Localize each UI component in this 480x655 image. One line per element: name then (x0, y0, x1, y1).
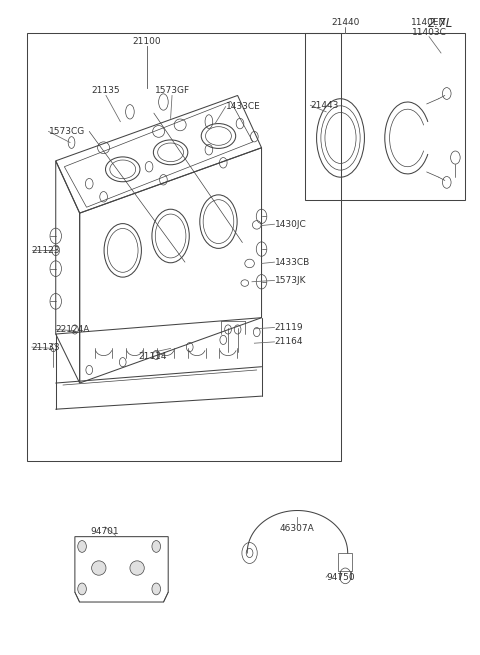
Bar (338, 553, 352, 571)
Text: 21114: 21114 (139, 352, 167, 362)
Ellipse shape (92, 561, 106, 575)
Text: 2.7L: 2.7L (428, 17, 454, 30)
Text: 21443: 21443 (311, 101, 339, 110)
Bar (27, 33, 340, 462)
Text: 1430JC: 1430JC (275, 219, 306, 229)
Text: 94701: 94701 (91, 527, 120, 536)
Circle shape (78, 540, 86, 552)
Bar (305, 33, 465, 200)
Ellipse shape (130, 561, 144, 575)
Text: 1573JK: 1573JK (275, 276, 306, 285)
Text: 1573CG: 1573CG (48, 127, 85, 136)
Circle shape (152, 540, 160, 552)
Text: 22124A: 22124A (56, 325, 90, 334)
Text: 21123: 21123 (32, 246, 60, 255)
Text: 11403C: 11403C (412, 28, 446, 37)
Text: 21164: 21164 (275, 337, 303, 346)
Text: 94750: 94750 (326, 572, 355, 582)
Text: 1433CE: 1433CE (226, 102, 260, 111)
Text: 21100: 21100 (132, 37, 161, 47)
Text: 46307A: 46307A (280, 523, 315, 533)
Text: 21133: 21133 (32, 343, 60, 352)
Text: 21440: 21440 (331, 18, 360, 27)
Text: 1433CB: 1433CB (275, 257, 310, 267)
Text: 1140EN: 1140EN (411, 18, 447, 27)
Text: 21135: 21135 (92, 86, 120, 96)
Circle shape (152, 583, 160, 595)
Text: 21119: 21119 (275, 323, 303, 332)
Text: 1573GF: 1573GF (155, 86, 190, 96)
Circle shape (78, 583, 86, 595)
